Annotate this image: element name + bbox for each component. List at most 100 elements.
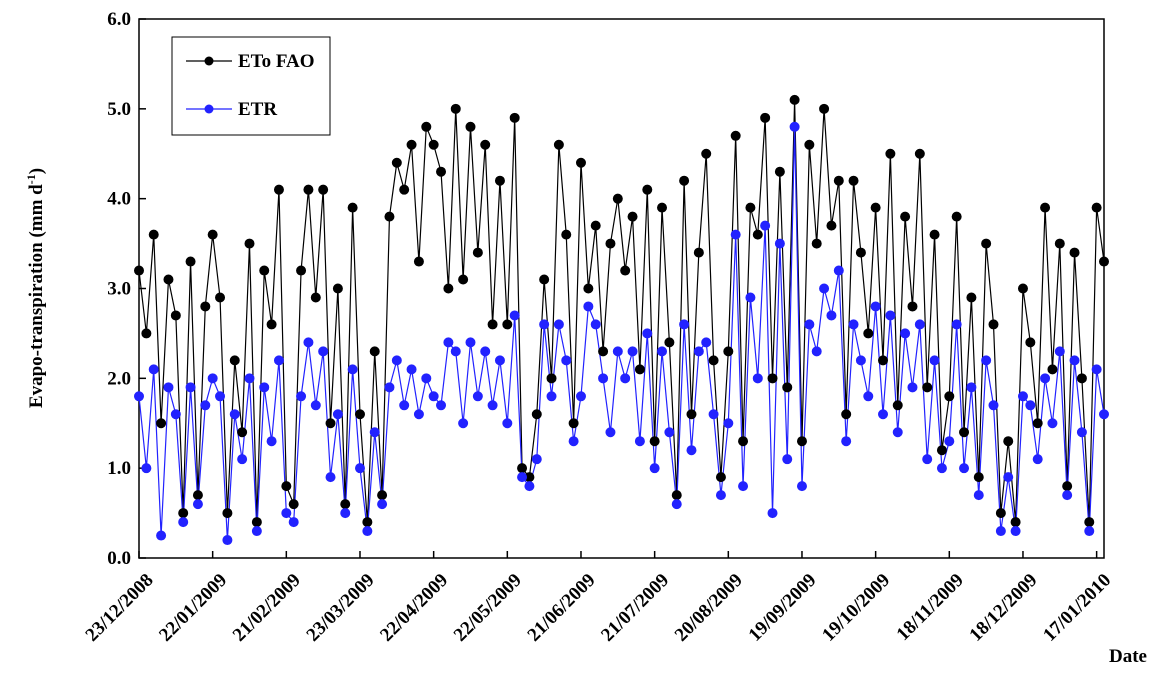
- data-point: [966, 292, 977, 303]
- data-point: [251, 526, 262, 537]
- data-point: [377, 499, 388, 510]
- data-point: [413, 409, 424, 420]
- data-point: [1062, 481, 1073, 492]
- data-point: [539, 274, 550, 285]
- data-point: [1010, 526, 1021, 537]
- data-point: [502, 418, 513, 429]
- data-point: [752, 229, 763, 240]
- data-point: [340, 508, 351, 519]
- data-point: [347, 202, 358, 213]
- data-point: [509, 112, 520, 123]
- data-point: [362, 526, 373, 537]
- data-point: [428, 391, 439, 402]
- data-point: [944, 391, 955, 402]
- data-point: [1017, 391, 1028, 402]
- data-point: [421, 373, 432, 384]
- data-point: [472, 391, 483, 402]
- data-point: [185, 256, 196, 267]
- data-point: [723, 418, 734, 429]
- data-point: [620, 265, 631, 276]
- data-point: [701, 148, 712, 159]
- data-point: [590, 220, 601, 231]
- data-point: [1003, 472, 1014, 483]
- data-point: [671, 499, 682, 510]
- data-point: [1032, 418, 1043, 429]
- data-point: [1032, 454, 1043, 465]
- data-point: [981, 238, 992, 249]
- data-point: [826, 310, 837, 321]
- data-point: [679, 319, 690, 330]
- legend-marker: [204, 104, 214, 114]
- data-point: [178, 508, 189, 519]
- data-point: [222, 508, 233, 519]
- data-point: [870, 202, 881, 213]
- data-point: [251, 517, 262, 528]
- legend-marker: [204, 56, 214, 66]
- data-point: [598, 373, 609, 384]
- x-tick-label: 22/05/2009: [450, 570, 526, 646]
- data-point: [936, 463, 947, 474]
- data-point: [774, 166, 785, 177]
- data-point: [1054, 238, 1065, 249]
- data-point: [583, 283, 594, 294]
- data-point: [266, 436, 277, 447]
- data-point: [200, 400, 211, 411]
- data-point: [1025, 337, 1036, 348]
- data-point: [848, 175, 859, 186]
- data-point: [907, 301, 918, 312]
- data-point: [922, 454, 933, 465]
- data-point: [1003, 436, 1014, 447]
- data-point: [612, 346, 623, 357]
- x-tick-label: 21/07/2009: [597, 570, 673, 646]
- data-point: [959, 463, 970, 474]
- data-point: [796, 436, 807, 447]
- data-point: [480, 346, 491, 357]
- data-point: [627, 346, 638, 357]
- data-point: [966, 382, 977, 393]
- data-point: [605, 238, 616, 249]
- data-point: [855, 247, 866, 258]
- data-point: [583, 301, 594, 312]
- data-point: [406, 364, 417, 375]
- data-point: [222, 535, 233, 546]
- data-point: [796, 481, 807, 492]
- data-point: [892, 427, 903, 438]
- data-point: [192, 490, 203, 501]
- data-point: [332, 409, 343, 420]
- data-point: [900, 328, 911, 339]
- x-tick-label: 18/12/2009: [965, 570, 1041, 646]
- data-point: [841, 409, 852, 420]
- data-point: [657, 346, 668, 357]
- data-point: [1099, 409, 1109, 420]
- data-point: [598, 346, 609, 357]
- data-point: [428, 139, 439, 150]
- data-point: [354, 463, 365, 474]
- data-point: [922, 382, 933, 393]
- data-point: [693, 247, 704, 258]
- data-point: [281, 481, 292, 492]
- data-point: [178, 517, 189, 528]
- data-point: [907, 382, 918, 393]
- data-point: [900, 211, 911, 222]
- data-point: [141, 328, 152, 339]
- data-point: [1040, 373, 1051, 384]
- data-point: [988, 319, 999, 330]
- data-point: [170, 310, 181, 321]
- y-label-sup: -1: [24, 174, 38, 184]
- data-point: [200, 301, 211, 312]
- data-point: [642, 328, 653, 339]
- legend: ETo FAO ETR: [171, 36, 331, 136]
- data-point: [885, 310, 896, 321]
- data-point: [237, 454, 248, 465]
- data-point: [767, 373, 778, 384]
- data-point: [789, 94, 800, 105]
- data-point: [708, 409, 719, 420]
- data-point: [730, 130, 741, 141]
- data-point: [929, 229, 940, 240]
- data-point: [774, 238, 785, 249]
- data-point: [959, 427, 970, 438]
- x-tick-label: 19/10/2009: [818, 570, 894, 646]
- data-point: [693, 346, 704, 357]
- data-point: [553, 139, 564, 150]
- data-point: [863, 391, 874, 402]
